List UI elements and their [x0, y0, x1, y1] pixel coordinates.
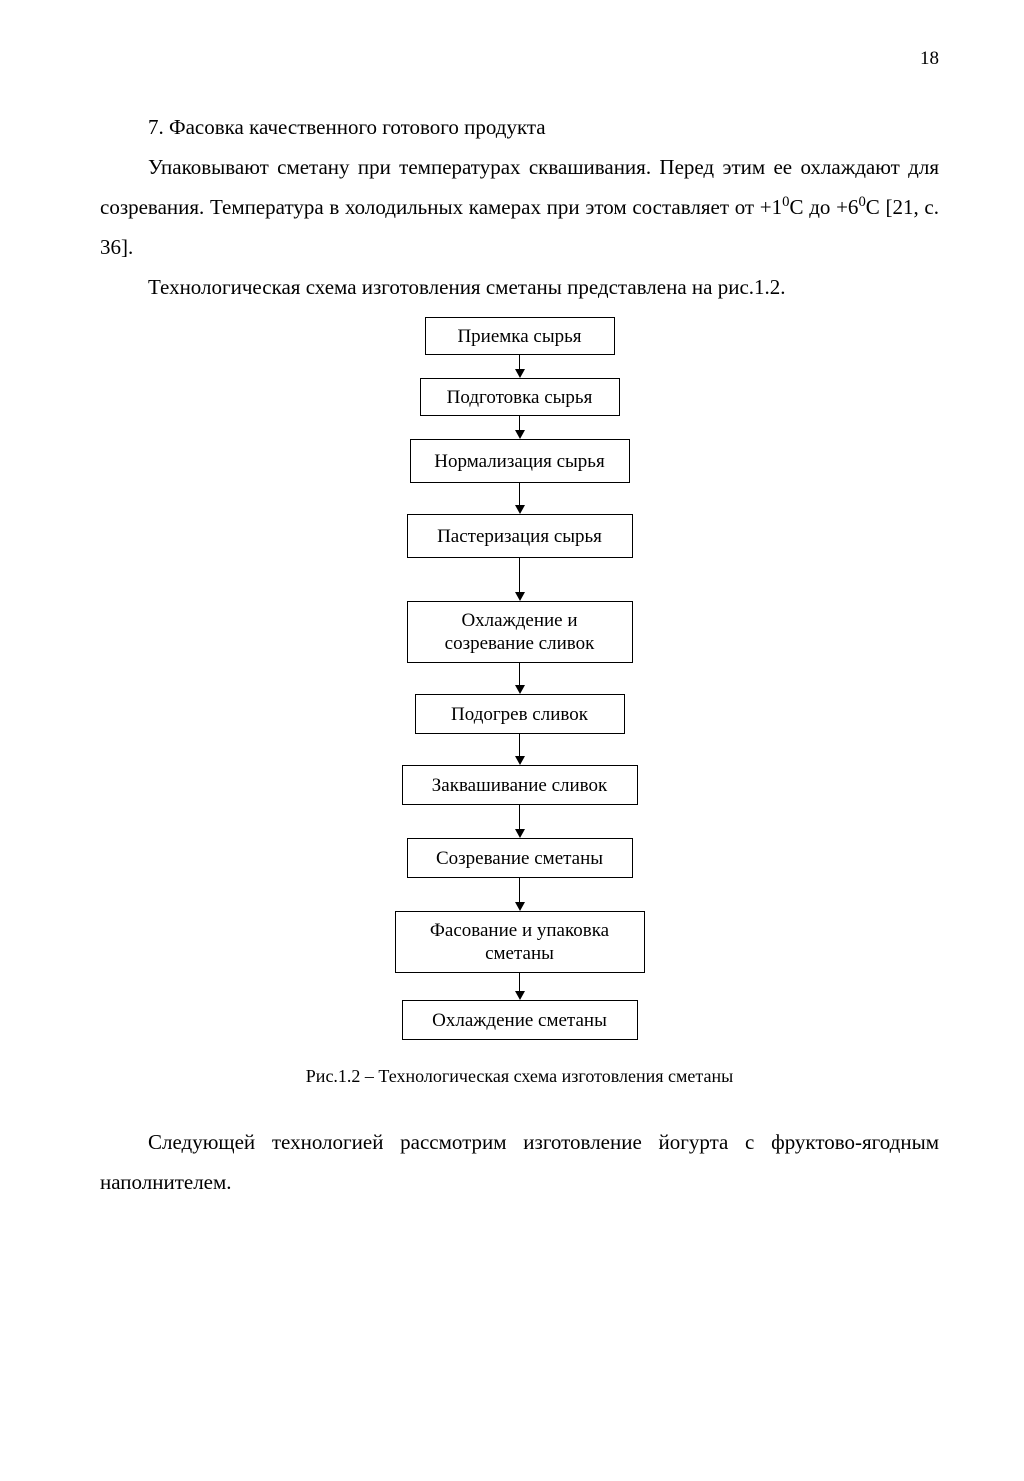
- flowchart-node: Приемка сырья: [425, 317, 615, 355]
- flowchart-node: Охлаждение сметаны: [402, 1000, 638, 1040]
- flowchart-node: Подогрев сливок: [415, 694, 625, 734]
- flowchart-node: Пастеризация сырья: [407, 514, 633, 558]
- flowchart-arrow: [515, 805, 525, 838]
- body-text-block: 7. Фасовка качественного готового продук…: [100, 108, 939, 307]
- p2-sup1: 0: [782, 194, 789, 210]
- flowchart: Приемка сырья Подготовка сырья Нормализаци…: [100, 317, 939, 1040]
- flowchart-arrow: [515, 734, 525, 765]
- flowchart-arrow: [515, 878, 525, 911]
- flowchart-node: Фасование и упаковкасметаны: [395, 911, 645, 973]
- flowchart-arrow: [515, 483, 525, 514]
- flowchart-arrow: [515, 355, 525, 378]
- flowchart-arrow: [515, 663, 525, 694]
- flowchart-node: Заквашивание сливок: [402, 765, 638, 805]
- flowchart-node: Нормализация сырья: [410, 439, 630, 483]
- flowchart-arrow: [515, 973, 525, 1000]
- paragraph-scheme-intro: Технологическая схема изготовления смета…: [100, 268, 939, 308]
- p2-part-b: С до +6: [790, 195, 859, 219]
- page-number: 18: [920, 48, 939, 70]
- flowchart-arrow: [515, 558, 525, 601]
- paragraph-next-topic: Следующей технологией рассмотрим изготов…: [100, 1123, 939, 1203]
- paragraph-7-heading: 7. Фасовка качественного готового продук…: [100, 108, 939, 148]
- flowchart-node: Охлаждение исозревание сливок: [407, 601, 633, 663]
- p2-sup2: 0: [858, 194, 865, 210]
- paragraph-packaging: Упаковывают сметану при температурах скв…: [100, 148, 939, 268]
- flowchart-arrow: [515, 416, 525, 439]
- flowchart-node: Созревание сметаны: [407, 838, 633, 878]
- figure-caption: Рис.1.2 – Технологическая схема изготовл…: [100, 1066, 939, 1087]
- paragraph-next-topic-wrap: Следующей технологией рассмотрим изготов…: [100, 1123, 939, 1203]
- flowchart-node: Подготовка сырья: [420, 378, 620, 416]
